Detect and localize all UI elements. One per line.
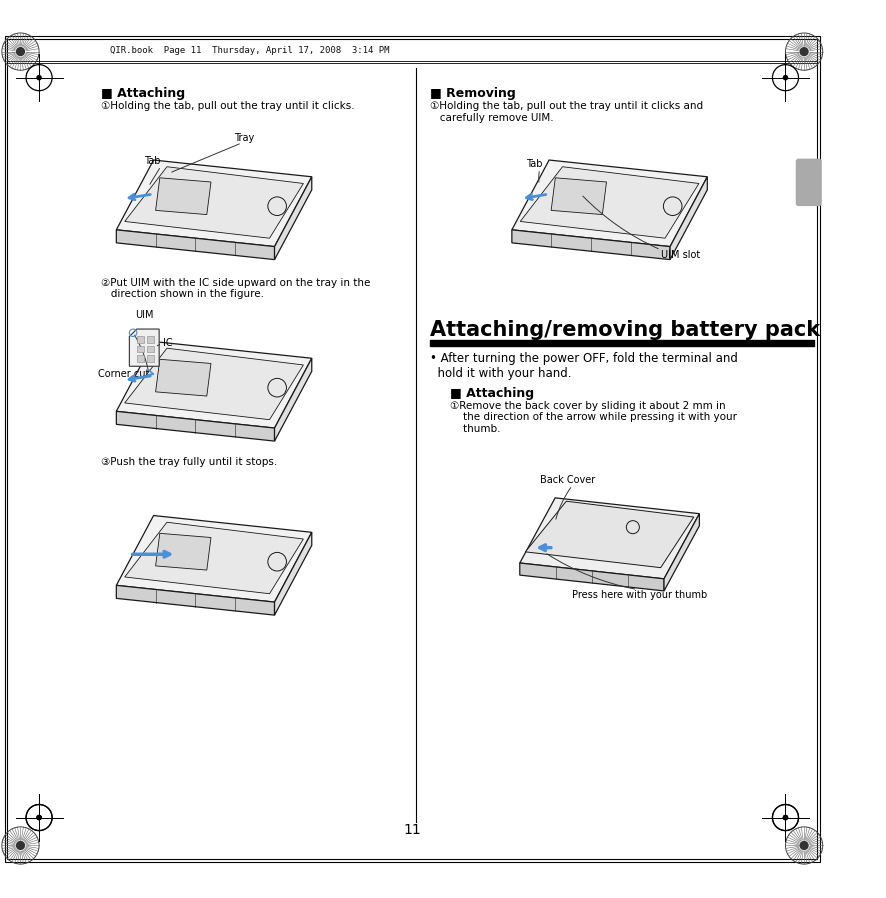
Polygon shape bbox=[116, 411, 275, 441]
Bar bbox=[136, 337, 144, 343]
Polygon shape bbox=[525, 501, 694, 568]
Polygon shape bbox=[156, 533, 211, 570]
Circle shape bbox=[36, 814, 42, 821]
Polygon shape bbox=[520, 563, 664, 591]
Polygon shape bbox=[116, 230, 275, 260]
Text: ■ Removing: ■ Removing bbox=[430, 87, 516, 100]
Circle shape bbox=[16, 47, 25, 57]
Polygon shape bbox=[156, 178, 211, 215]
Text: IC: IC bbox=[163, 338, 173, 348]
Circle shape bbox=[782, 814, 789, 821]
Polygon shape bbox=[125, 523, 303, 594]
Circle shape bbox=[16, 841, 25, 850]
Text: 11: 11 bbox=[403, 823, 421, 837]
Polygon shape bbox=[125, 348, 303, 419]
Bar bbox=[147, 337, 154, 343]
Polygon shape bbox=[664, 514, 699, 591]
Text: • After turning the power OFF, fold the terminal and
  hold it with your hand.: • After turning the power OFF, fold the … bbox=[430, 352, 738, 380]
Circle shape bbox=[782, 814, 789, 821]
Text: ■ Attaching: ■ Attaching bbox=[100, 87, 184, 100]
Text: QIR.book  Page 11  Thursday, April 17, 2008  3:14 PM: QIR.book Page 11 Thursday, April 17, 200… bbox=[110, 46, 389, 55]
Polygon shape bbox=[520, 167, 699, 238]
Text: Tray: Tray bbox=[235, 133, 255, 143]
Text: ■ Attaching: ■ Attaching bbox=[450, 387, 534, 400]
Polygon shape bbox=[116, 341, 312, 428]
Polygon shape bbox=[156, 359, 211, 396]
Circle shape bbox=[799, 841, 809, 850]
Polygon shape bbox=[129, 329, 159, 366]
Bar bbox=[136, 346, 144, 352]
Polygon shape bbox=[670, 177, 707, 260]
Circle shape bbox=[782, 75, 789, 81]
Polygon shape bbox=[116, 585, 275, 615]
Text: ①Holding the tab, pull out the tray until it clicks.: ①Holding the tab, pull out the tray unti… bbox=[100, 101, 354, 111]
Text: ③Push the tray fully until it stops.: ③Push the tray fully until it stops. bbox=[100, 457, 276, 467]
Polygon shape bbox=[116, 515, 312, 602]
Circle shape bbox=[36, 75, 42, 81]
Text: ①Holding the tab, pull out the tray until it clicks and
   carefully remove UIM.: ①Holding the tab, pull out the tray unti… bbox=[430, 101, 703, 122]
Circle shape bbox=[36, 814, 42, 821]
Bar bbox=[147, 355, 154, 362]
Circle shape bbox=[799, 47, 809, 57]
Text: Tab: Tab bbox=[144, 156, 160, 166]
Polygon shape bbox=[275, 177, 312, 260]
FancyBboxPatch shape bbox=[796, 159, 822, 207]
Polygon shape bbox=[551, 178, 607, 215]
Polygon shape bbox=[116, 160, 312, 247]
Text: Corner cut: Corner cut bbox=[97, 369, 149, 379]
Text: Back Cover: Back Cover bbox=[540, 475, 595, 485]
Bar bbox=[136, 355, 144, 362]
Polygon shape bbox=[275, 358, 312, 441]
Polygon shape bbox=[275, 533, 312, 615]
Text: ②Put UIM with the IC side upward on the tray in the
   direction shown in the fi: ②Put UIM with the IC side upward on the … bbox=[100, 277, 369, 299]
Polygon shape bbox=[125, 167, 303, 238]
Text: UIM slot: UIM slot bbox=[661, 250, 700, 260]
Polygon shape bbox=[512, 160, 707, 247]
Text: Press here with your thumb: Press here with your thumb bbox=[572, 589, 708, 600]
Bar bbox=[147, 346, 154, 352]
Polygon shape bbox=[512, 230, 670, 260]
Text: Tab: Tab bbox=[525, 159, 542, 169]
Text: ①Remove the back cover by sliding it about 2 mm in
    the direction of the arro: ①Remove the back cover by sliding it abo… bbox=[450, 401, 737, 434]
Text: UIM: UIM bbox=[135, 310, 153, 320]
Text: Attaching/removing battery pack: Attaching/removing battery pack bbox=[430, 320, 820, 339]
Polygon shape bbox=[520, 497, 699, 579]
